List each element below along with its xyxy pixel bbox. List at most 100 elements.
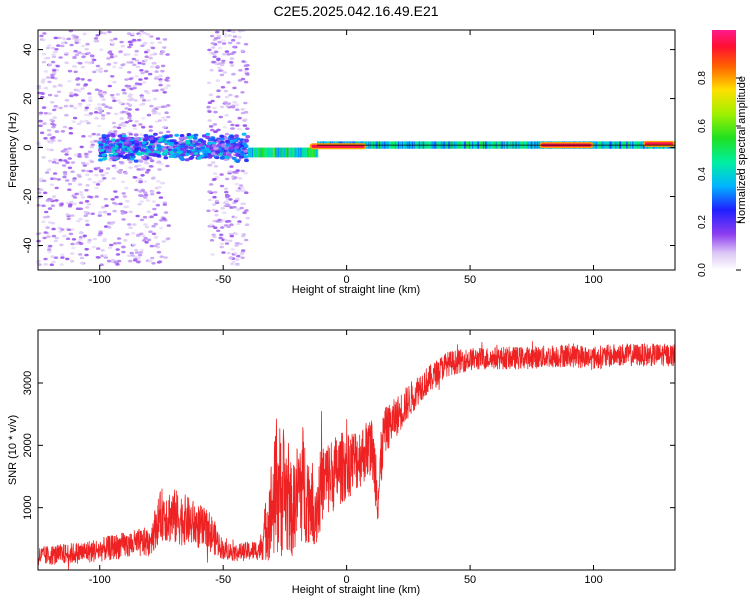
heatmap-cell xyxy=(132,176,137,179)
heatmap-cell xyxy=(118,154,124,158)
heatmap-cell xyxy=(143,41,148,45)
heatmap-cell xyxy=(51,234,57,238)
heatmap-cell xyxy=(238,242,243,246)
heatmap-cell xyxy=(218,115,223,119)
heatmap-cell xyxy=(68,203,73,206)
heatmap-cell xyxy=(102,92,107,95)
heatmap-cell xyxy=(104,105,109,108)
heatmap-cell xyxy=(151,62,156,65)
figure-title: C2E5.2025.042.16.49.E21 xyxy=(273,3,438,19)
heatmap-cell xyxy=(158,226,164,230)
heatmap-cell xyxy=(62,125,68,129)
heatmap-cell xyxy=(111,221,116,224)
heatmap-cell xyxy=(43,263,48,266)
heatmap-cell xyxy=(212,177,217,181)
heatmap-cell xyxy=(126,53,131,56)
heatmap-cell xyxy=(85,223,90,227)
heatmap-cell xyxy=(226,225,231,228)
heatmap-cell xyxy=(235,159,241,163)
heatmap-cell xyxy=(110,93,115,97)
heatmap-cell xyxy=(124,121,129,124)
heatmap-cell xyxy=(140,71,145,75)
heatmap-cell xyxy=(188,135,194,139)
heatmap-cell xyxy=(146,113,152,117)
heatmap-cell xyxy=(184,152,190,156)
heatmap-cell xyxy=(304,147,306,158)
heatmap-cell xyxy=(70,161,76,164)
heatmap-cell xyxy=(121,192,126,195)
heatmap-cell xyxy=(85,42,90,46)
heatmap-cell xyxy=(111,96,116,100)
heatmap-cell xyxy=(47,44,52,47)
heatmap-cell xyxy=(226,102,231,105)
heatmap-cell xyxy=(129,153,135,157)
heatmap-cell xyxy=(238,69,243,72)
heatmap-cell xyxy=(39,34,44,38)
heatmap-cell xyxy=(148,56,153,60)
heatmap-cell xyxy=(70,242,75,246)
heatmap-cell xyxy=(80,78,85,81)
heatmap-cell xyxy=(155,37,161,40)
heatmap-cell xyxy=(43,231,48,234)
heatmap-cell xyxy=(86,203,92,206)
heatmap-cell xyxy=(272,147,274,158)
spectrogram-panel: -100 -50 0 50 100 -40 -20 0 20 40 Height of stra… xyxy=(7,29,676,296)
heatmap-cell xyxy=(71,179,77,182)
heatmap-cell xyxy=(161,217,167,220)
y-tick-label: 0 xyxy=(22,144,34,150)
heatmap-cell xyxy=(117,143,123,147)
heatmap-cell xyxy=(242,211,247,214)
heatmap-cell xyxy=(78,238,83,241)
heatmap-cell xyxy=(268,147,270,158)
heatmap-cell xyxy=(157,168,162,171)
heatmap-cell xyxy=(142,81,147,84)
heatmap-cell xyxy=(206,81,212,85)
heatmap-cell xyxy=(152,152,158,156)
heatmap-cell xyxy=(117,134,123,138)
heatmap-cell xyxy=(41,60,47,64)
heatmap-cell xyxy=(118,202,123,206)
heatmap-cell xyxy=(138,123,143,126)
heatmap-cell xyxy=(138,180,143,183)
heatmap-cell xyxy=(158,131,163,135)
heatmap-cell xyxy=(50,60,56,64)
heatmap-cell xyxy=(156,180,161,183)
heatmap-cell xyxy=(94,195,99,198)
heatmap-cell xyxy=(277,147,279,158)
heatmap-cell xyxy=(211,152,216,156)
heatmap-cell xyxy=(58,56,63,59)
heatmap-cell xyxy=(177,140,183,144)
heatmap-cell xyxy=(229,135,235,139)
spectrogram-x-label: Height of straight line (km) xyxy=(292,284,420,296)
heatmap-cell xyxy=(130,32,136,36)
heatmap-cell xyxy=(47,197,52,201)
heatmap-cell xyxy=(85,173,90,176)
heatmap-cell xyxy=(282,147,284,158)
heatmap-cell xyxy=(128,160,133,164)
heatmap-cell xyxy=(49,141,54,144)
heatmap-cell xyxy=(77,51,82,54)
heatmap-cell xyxy=(91,245,97,249)
heatmap-cell xyxy=(251,147,254,158)
snr-x-axis: -100 -50 0 50 100 xyxy=(89,330,603,586)
heatmap-cell xyxy=(84,247,89,251)
heatmap-cell xyxy=(228,93,233,97)
heatmap-cell xyxy=(123,239,128,242)
snr-series-line xyxy=(37,341,676,571)
heatmap-cell xyxy=(120,63,125,67)
heatmap-cell xyxy=(207,190,212,193)
heatmap-cell xyxy=(227,219,232,223)
heatmap-cell xyxy=(286,147,288,158)
heatmap-cell xyxy=(231,72,236,76)
heatmap-cell xyxy=(109,243,114,247)
heatmap-cell xyxy=(232,100,237,104)
heatmap-cell xyxy=(66,217,71,221)
heatmap-cell xyxy=(137,61,142,65)
heatmap-cell xyxy=(42,179,47,183)
heatmap-cell xyxy=(60,253,65,257)
heatmap-cell xyxy=(49,137,55,140)
heatmap-cell xyxy=(103,69,109,73)
heatmap-cell xyxy=(252,147,255,158)
heatmap-cell xyxy=(145,199,151,202)
heatmap-cell xyxy=(118,66,124,70)
